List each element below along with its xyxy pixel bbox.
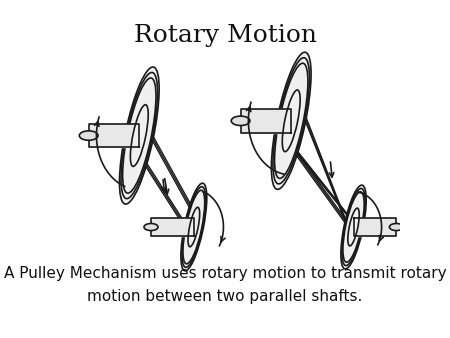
Ellipse shape <box>182 187 206 267</box>
Ellipse shape <box>282 90 300 152</box>
Ellipse shape <box>121 72 158 199</box>
Ellipse shape <box>181 183 207 271</box>
Polygon shape <box>89 124 140 147</box>
Ellipse shape <box>123 78 156 193</box>
Ellipse shape <box>271 52 311 189</box>
Ellipse shape <box>342 189 365 266</box>
Ellipse shape <box>188 207 200 247</box>
Ellipse shape <box>341 185 366 269</box>
Ellipse shape <box>144 223 158 231</box>
Ellipse shape <box>343 192 364 262</box>
Ellipse shape <box>273 58 310 184</box>
Ellipse shape <box>130 105 148 166</box>
Ellipse shape <box>183 190 205 264</box>
Ellipse shape <box>274 63 308 178</box>
Text: Rotary Motion: Rotary Motion <box>134 24 316 47</box>
Polygon shape <box>241 109 291 132</box>
Ellipse shape <box>348 208 359 246</box>
Polygon shape <box>354 218 396 236</box>
Polygon shape <box>151 218 194 236</box>
Ellipse shape <box>389 223 403 231</box>
Ellipse shape <box>231 116 250 125</box>
Ellipse shape <box>79 131 98 140</box>
Text: A Pulley Mechanism uses rotary motion to transmit rotary
motion between two para: A Pulley Mechanism uses rotary motion to… <box>4 266 446 304</box>
Ellipse shape <box>119 67 159 204</box>
